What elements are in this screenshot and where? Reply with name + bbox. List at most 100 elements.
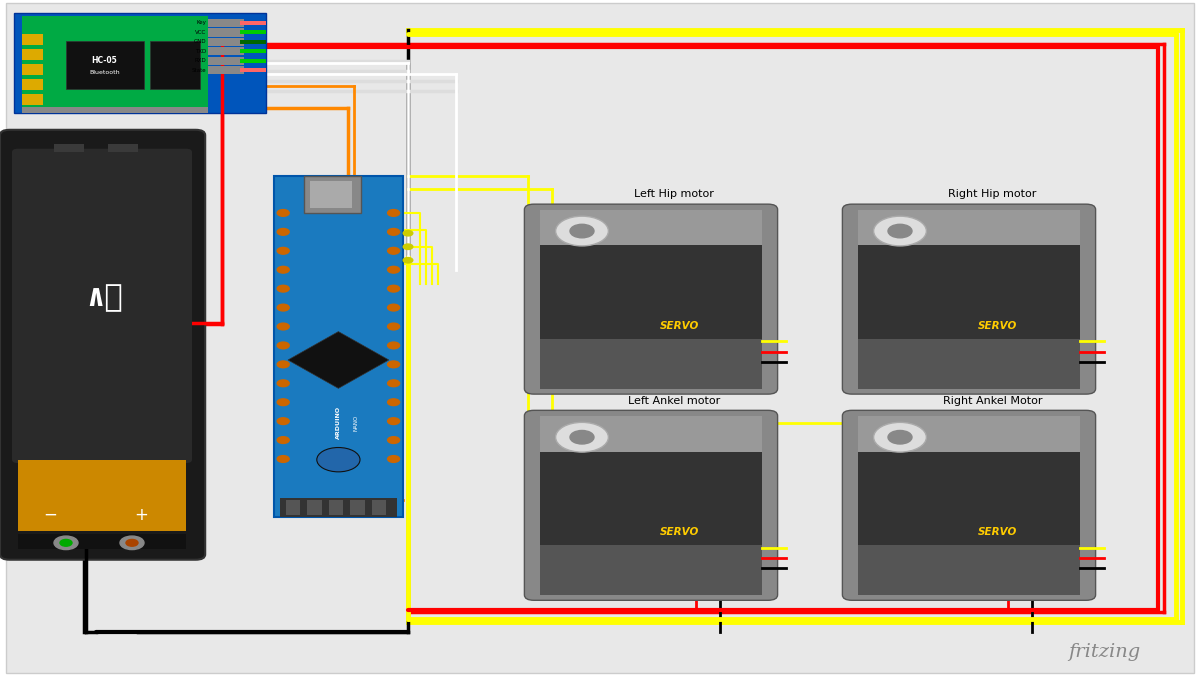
FancyBboxPatch shape: [0, 130, 205, 560]
Bar: [208, 66, 244, 74]
Circle shape: [277, 285, 289, 292]
Circle shape: [388, 285, 400, 292]
Bar: [66, 41, 144, 89]
Text: −: −: [43, 506, 58, 524]
Text: Left Hip motor: Left Hip motor: [635, 189, 714, 199]
Bar: [208, 28, 244, 37]
FancyBboxPatch shape: [524, 204, 778, 394]
Bar: [108, 144, 138, 152]
Bar: [14, 13, 266, 113]
Circle shape: [54, 536, 78, 550]
Bar: [240, 30, 266, 34]
Bar: [286, 500, 300, 515]
Bar: [18, 460, 186, 531]
Bar: [858, 339, 1080, 389]
Text: SERVO: SERVO: [977, 321, 1016, 331]
Circle shape: [277, 361, 289, 368]
Bar: [18, 534, 186, 549]
Circle shape: [874, 216, 926, 246]
Circle shape: [388, 380, 400, 387]
Text: SERVO: SERVO: [659, 321, 698, 331]
Bar: [22, 94, 43, 105]
Circle shape: [60, 539, 72, 546]
Text: VCC: VCC: [196, 30, 206, 35]
Circle shape: [388, 361, 400, 368]
Text: Left Ankel motor: Left Ankel motor: [629, 395, 720, 406]
Bar: [350, 500, 365, 515]
Circle shape: [277, 437, 289, 443]
Bar: [858, 416, 1080, 452]
Bar: [274, 176, 403, 517]
Text: GND: GND: [193, 39, 206, 45]
Text: ∧ᒶ: ∧ᒶ: [86, 283, 122, 312]
Circle shape: [556, 216, 608, 246]
Bar: [208, 38, 244, 46]
Bar: [22, 34, 43, 45]
Text: State: State: [192, 68, 206, 73]
Bar: [310, 181, 352, 208]
Text: HC-05: HC-05: [91, 56, 118, 66]
Text: TXD: TXD: [196, 49, 206, 54]
Circle shape: [120, 536, 144, 550]
Bar: [208, 47, 244, 55]
Text: SERVO: SERVO: [977, 527, 1016, 537]
Bar: [540, 452, 762, 545]
Bar: [540, 416, 762, 452]
Bar: [280, 498, 397, 517]
Circle shape: [388, 323, 400, 330]
Circle shape: [277, 399, 289, 406]
Text: Bluetooth: Bluetooth: [89, 70, 120, 75]
Bar: [540, 245, 762, 339]
Circle shape: [403, 244, 413, 249]
Bar: [22, 49, 43, 60]
Circle shape: [277, 342, 289, 349]
Circle shape: [570, 224, 594, 238]
Bar: [22, 64, 43, 75]
Bar: [240, 59, 266, 63]
Circle shape: [277, 418, 289, 425]
FancyBboxPatch shape: [842, 410, 1096, 600]
Bar: [858, 452, 1080, 545]
Bar: [240, 68, 266, 72]
Bar: [540, 339, 762, 389]
Bar: [329, 500, 343, 515]
Text: NANO: NANO: [354, 414, 359, 431]
Circle shape: [388, 399, 400, 406]
Circle shape: [126, 539, 138, 546]
Text: fritzing: fritzing: [1068, 644, 1140, 661]
Circle shape: [388, 437, 400, 443]
Bar: [858, 210, 1080, 245]
Text: SERVO: SERVO: [659, 527, 698, 537]
Circle shape: [388, 228, 400, 235]
Text: ARDUINO: ARDUINO: [336, 406, 341, 439]
Circle shape: [403, 258, 413, 263]
Text: RXD: RXD: [194, 58, 206, 64]
Circle shape: [388, 210, 400, 216]
Circle shape: [277, 228, 289, 235]
Circle shape: [277, 380, 289, 387]
Bar: [150, 41, 200, 89]
Text: Right Hip motor: Right Hip motor: [948, 189, 1037, 199]
FancyBboxPatch shape: [842, 204, 1096, 394]
Bar: [858, 545, 1080, 595]
Bar: [22, 16, 208, 110]
Bar: [372, 500, 386, 515]
Circle shape: [277, 323, 289, 330]
Bar: [22, 79, 43, 90]
Text: Right Ankel Motor: Right Ankel Motor: [943, 395, 1042, 406]
Circle shape: [277, 247, 289, 254]
Circle shape: [888, 431, 912, 444]
Bar: [208, 57, 244, 65]
Circle shape: [403, 231, 413, 236]
Circle shape: [277, 266, 289, 273]
Bar: [240, 21, 266, 25]
Bar: [304, 176, 361, 213]
Bar: [22, 107, 208, 113]
FancyBboxPatch shape: [524, 410, 778, 600]
Circle shape: [388, 418, 400, 425]
Bar: [307, 500, 322, 515]
Bar: [858, 245, 1080, 339]
Bar: [54, 144, 84, 152]
Circle shape: [556, 422, 608, 452]
Text: Key: Key: [197, 20, 206, 26]
